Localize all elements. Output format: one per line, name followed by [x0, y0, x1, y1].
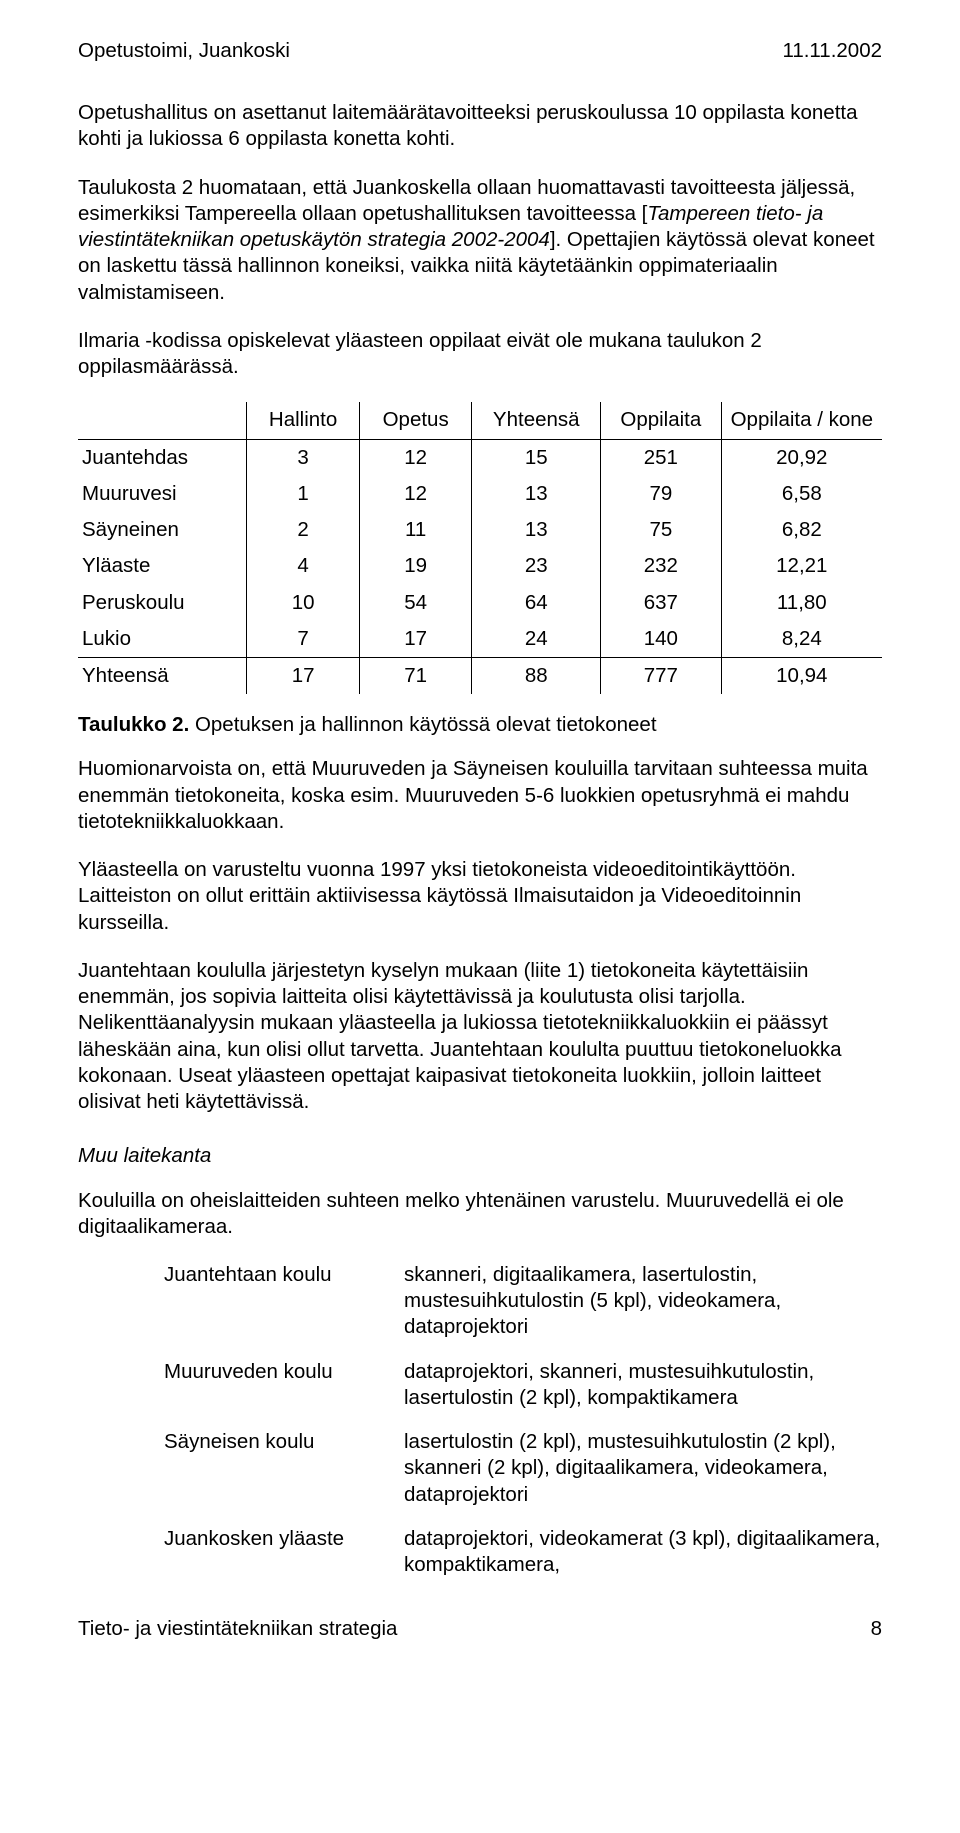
computers-table: Hallinto Opetus Yhteensä Oppilaita Oppil… — [78, 402, 882, 694]
page-header: Opetustoimi, Juankoski 11.11.2002 — [78, 38, 882, 64]
th-hallinto: Hallinto — [247, 402, 360, 439]
table-row: Yläaste 4 19 23 232 12,21 — [78, 548, 882, 584]
list-item: Säyneisen koulu lasertulostin (2 kpl), m… — [164, 1429, 882, 1508]
cell: 11 — [359, 512, 472, 548]
cell: 7 — [247, 621, 360, 658]
paragraph-3: Ilmaria -kodissa opiskelevat yläasteen o… — [78, 328, 882, 380]
cell: Yhteensä — [78, 657, 247, 694]
cell: 13 — [472, 512, 601, 548]
cell: 13 — [472, 476, 601, 512]
cell: 12 — [359, 476, 472, 512]
cell: 10 — [247, 585, 360, 621]
cell: 6,82 — [721, 512, 882, 548]
paragraph-7: Kouluilla on oheislaitteiden suhteen mel… — [78, 1188, 882, 1240]
cell: 23 — [472, 548, 601, 584]
footer-left: Tieto- ja viestintätekniikan strategia — [78, 1616, 397, 1642]
th-ratio: Oppilaita / kone — [721, 402, 882, 439]
cell: 3 — [247, 439, 360, 476]
table-row: Muuruvesi 1 12 13 79 6,58 — [78, 476, 882, 512]
paragraph-2: Taulukosta 2 huomataan, että Juankoskell… — [78, 175, 882, 306]
th-opetus: Opetus — [359, 402, 472, 439]
cell: Yläaste — [78, 548, 247, 584]
cell: 8,24 — [721, 621, 882, 658]
cell: 54 — [359, 585, 472, 621]
school-equipment: skanneri, digitaalikamera, lasertulostin… — [404, 1262, 882, 1341]
list-item: Juankosken yläaste dataprojektori, video… — [164, 1526, 882, 1578]
cell: 75 — [601, 512, 722, 548]
paragraph-4: Huomionarvoista on, että Muuruveden ja S… — [78, 756, 882, 835]
cell: 2 — [247, 512, 360, 548]
table-row: Säyneinen 2 11 13 75 6,82 — [78, 512, 882, 548]
cell: 17 — [247, 657, 360, 694]
school-equipment: dataprojektori, skanneri, mustesuihkutul… — [404, 1359, 882, 1411]
cell: 232 — [601, 548, 722, 584]
cell: Lukio — [78, 621, 247, 658]
header-left: Opetustoimi, Juankoski — [78, 38, 290, 64]
th-yhteensa: Yhteensä — [472, 402, 601, 439]
cell: 140 — [601, 621, 722, 658]
school-name: Säyneisen koulu — [164, 1429, 404, 1508]
school-name: Juantehtaan koulu — [164, 1262, 404, 1341]
paragraph-5: Yläasteella on varusteltu vuonna 1997 yk… — [78, 857, 882, 936]
cell: 637 — [601, 585, 722, 621]
table-row: Peruskoulu 10 54 64 637 11,80 — [78, 585, 882, 621]
page-number: 8 — [871, 1616, 882, 1642]
school-equipment: lasertulostin (2 kpl), mustesuihkutulost… — [404, 1429, 882, 1508]
table-total-row: Yhteensä 17 71 88 777 10,94 — [78, 657, 882, 694]
page-footer: Tieto- ja viestintätekniikan strategia 8 — [78, 1616, 882, 1642]
subheading-muu-laitekanta: Muu laitekanta — [78, 1143, 882, 1169]
cell: 20,92 — [721, 439, 882, 476]
cell: 79 — [601, 476, 722, 512]
table-row: Lukio 7 17 24 140 8,24 — [78, 621, 882, 658]
cell: 15 — [472, 439, 601, 476]
cell: 777 — [601, 657, 722, 694]
cell: 11,80 — [721, 585, 882, 621]
cell: 10,94 — [721, 657, 882, 694]
cell: 88 — [472, 657, 601, 694]
equipment-list: Juantehtaan koulu skanneri, digitaalikam… — [164, 1262, 882, 1578]
table-caption: Taulukko 2. Opetuksen ja hallinnon käytö… — [78, 712, 882, 738]
cell: 12,21 — [721, 548, 882, 584]
cell: 17 — [359, 621, 472, 658]
caption-rest: Opetuksen ja hallinnon käytössä olevat t… — [189, 713, 656, 736]
school-equipment: dataprojektori, videokamerat (3 kpl), di… — [404, 1526, 882, 1578]
th-oppilaita: Oppilaita — [601, 402, 722, 439]
cell: 12 — [359, 439, 472, 476]
cell: 19 — [359, 548, 472, 584]
list-item: Muuruveden koulu dataprojektori, skanner… — [164, 1359, 882, 1411]
cell: 251 — [601, 439, 722, 476]
cell: 71 — [359, 657, 472, 694]
cell: Juantehdas — [78, 439, 247, 476]
school-name: Juankosken yläaste — [164, 1526, 404, 1578]
caption-lead: Taulukko 2. — [78, 713, 189, 736]
header-date: 11.11.2002 — [782, 38, 882, 64]
table-row: Juantehdas 3 12 15 251 20,92 — [78, 439, 882, 476]
cell: Peruskoulu — [78, 585, 247, 621]
cell: 4 — [247, 548, 360, 584]
th-blank — [78, 402, 247, 439]
cell: 24 — [472, 621, 601, 658]
cell: 6,58 — [721, 476, 882, 512]
table-header-row: Hallinto Opetus Yhteensä Oppilaita Oppil… — [78, 402, 882, 439]
paragraph-1: Opetushallitus on asettanut laitemääräta… — [78, 100, 882, 152]
cell: 64 — [472, 585, 601, 621]
cell: Muuruvesi — [78, 476, 247, 512]
cell: 1 — [247, 476, 360, 512]
school-name: Muuruveden koulu — [164, 1359, 404, 1411]
list-item: Juantehtaan koulu skanneri, digitaalikam… — [164, 1262, 882, 1341]
cell: Säyneinen — [78, 512, 247, 548]
paragraph-6: Juantehtaan koululla järjestetyn kyselyn… — [78, 958, 882, 1115]
